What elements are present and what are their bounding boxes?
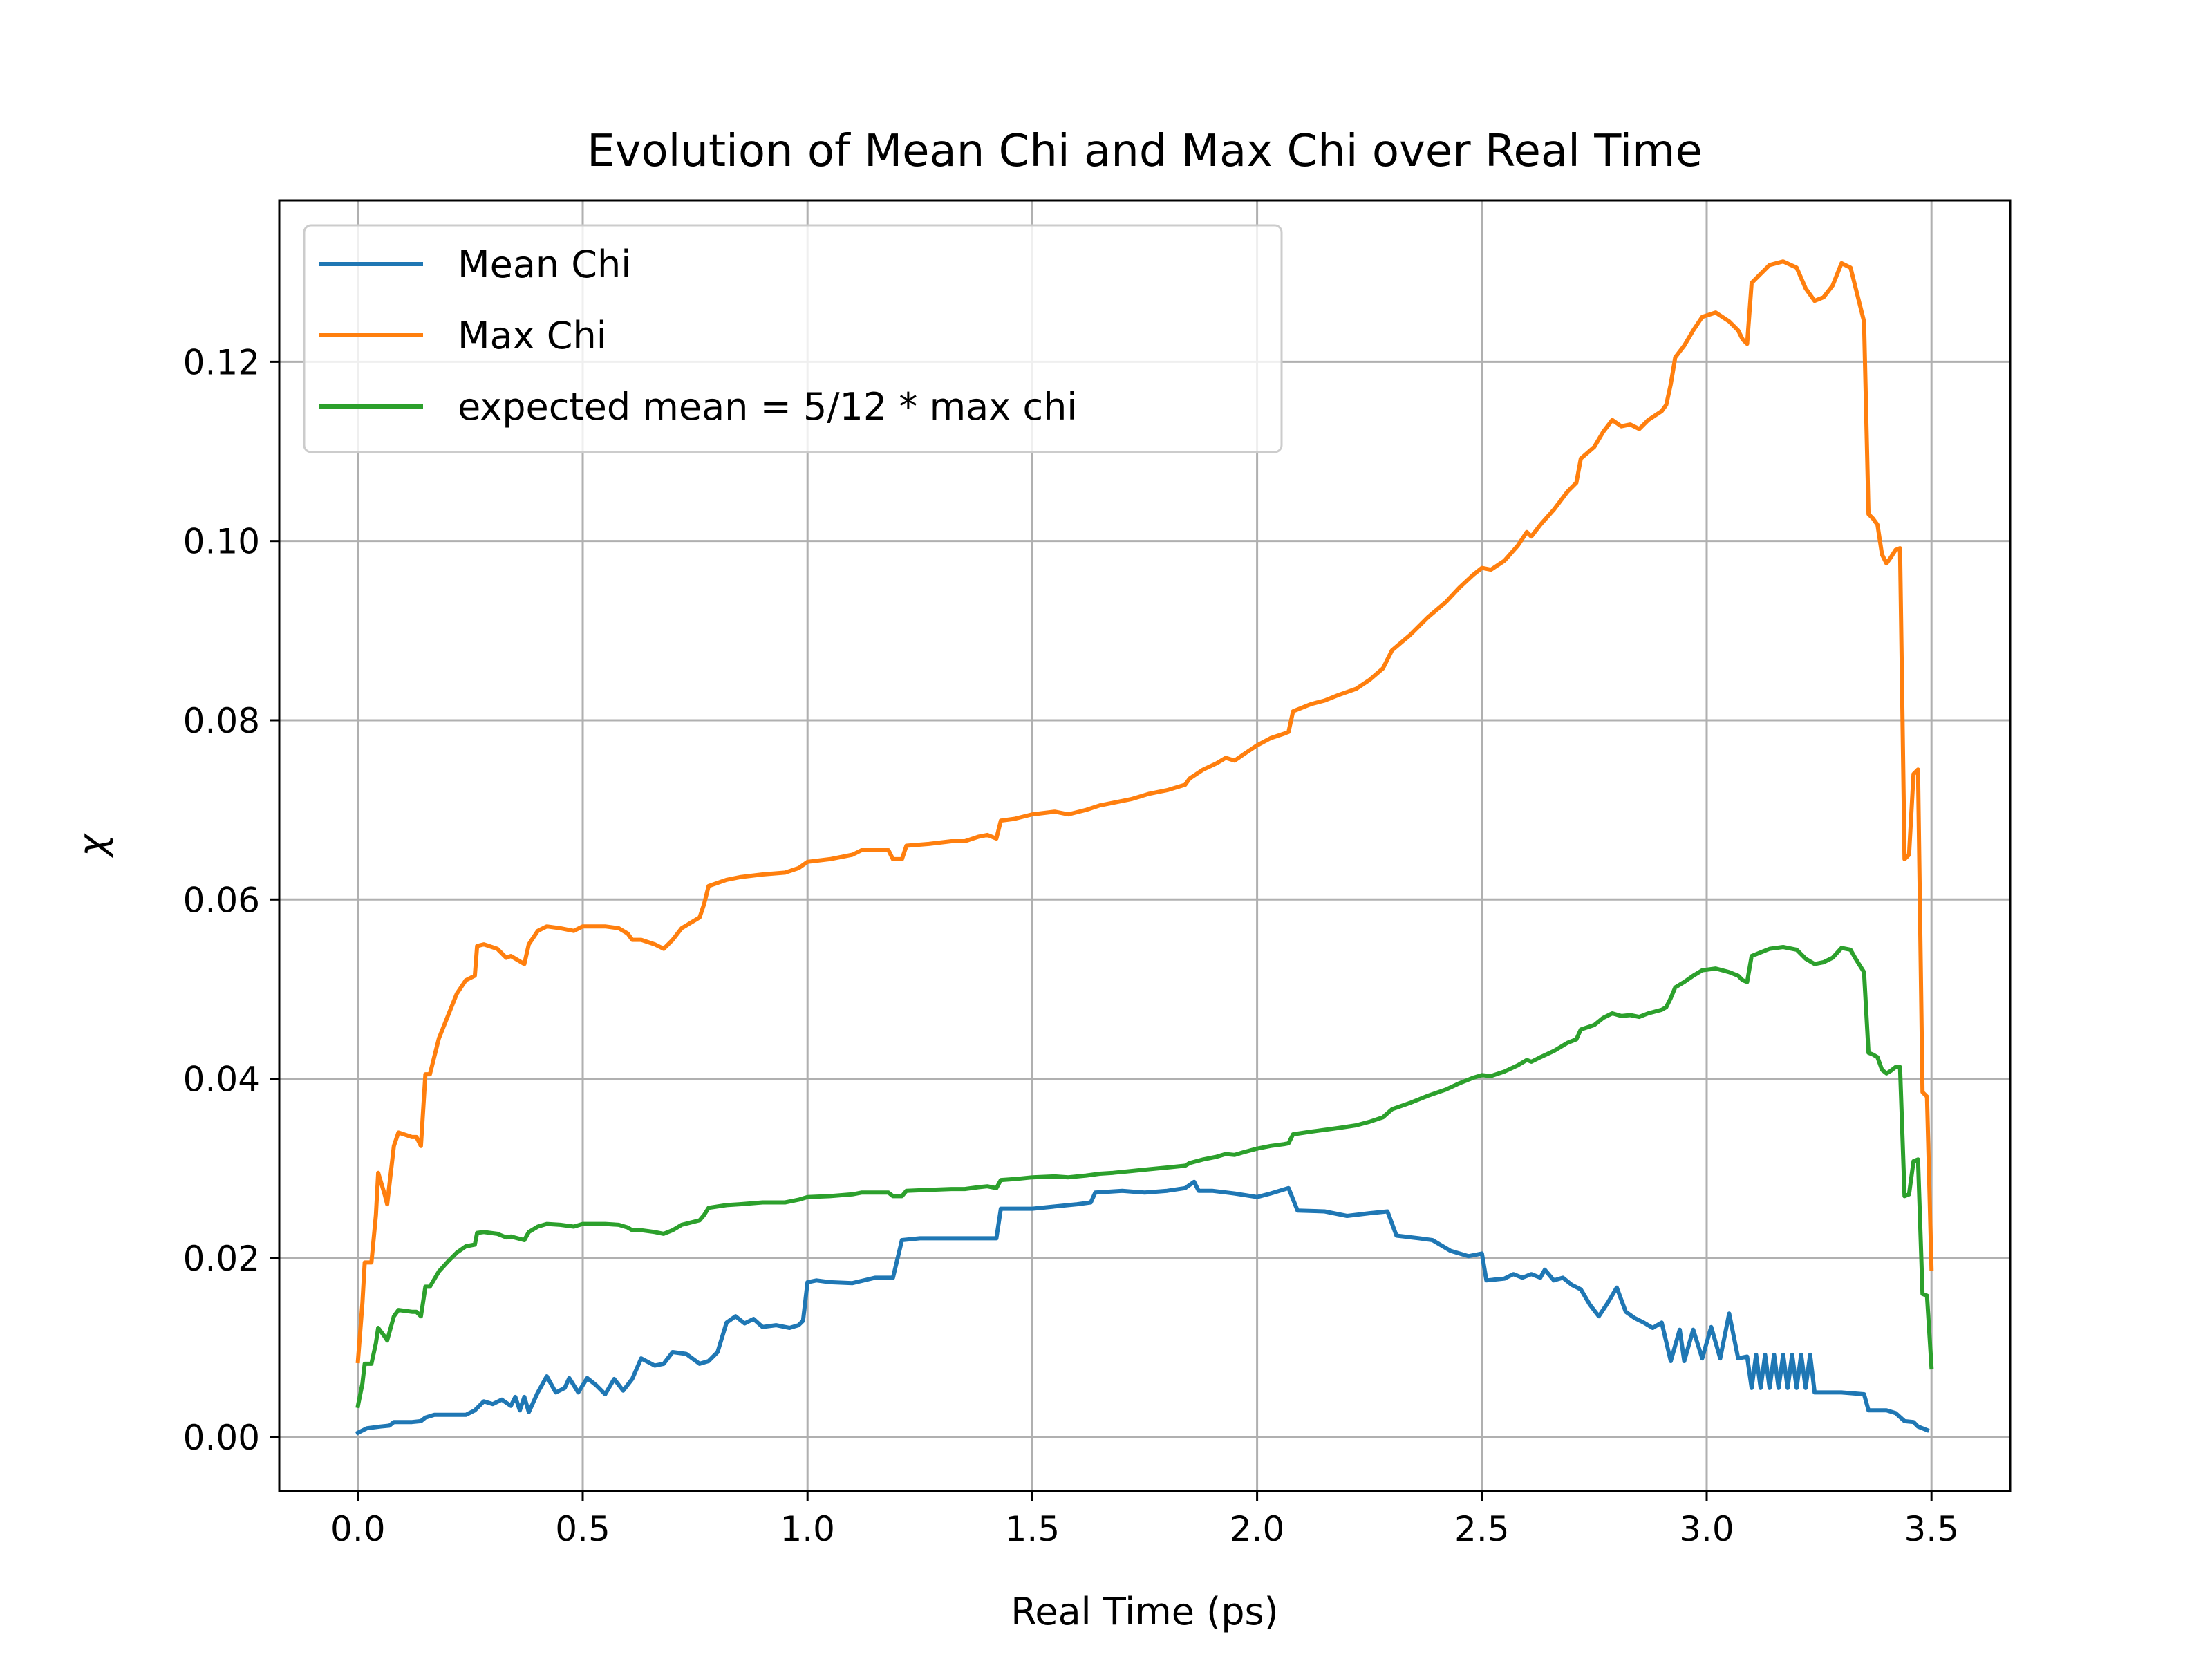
plot-frame: [278, 199, 2012, 1492]
y-axis-label: χ: [71, 833, 114, 859]
x-axis-label: Real Time (ps): [1011, 1590, 1278, 1633]
legend-label-mean-chi: Mean Chi: [458, 243, 631, 286]
x-tick-label: 2.5: [1454, 1509, 1510, 1549]
chart-title: Evolution of Mean Chi and Max Chi over R…: [587, 126, 1703, 177]
x-tick-label: 1.5: [1005, 1509, 1060, 1549]
y-tick-label: 0.08: [183, 701, 260, 741]
legend-label-expected-mean: expected mean = 5/12 * max chi: [458, 385, 1077, 429]
legend-label-max-chi: Max Chi: [458, 314, 607, 357]
x-tick-label: 3.5: [1904, 1509, 1959, 1549]
y-tick-label: 0.02: [183, 1239, 260, 1279]
y-tick-label: 0.10: [183, 522, 260, 562]
x-tick-label: 0.0: [330, 1509, 386, 1549]
x-tick-label: 0.5: [555, 1509, 610, 1549]
y-tick-label: 0.04: [183, 1060, 260, 1100]
y-tick-label: 0.12: [183, 342, 260, 382]
axis-ticks: 0.0 0.5 1.0 1.5 2.0 2.5 3.0 3.5 0.00 0.02 0.04 0.06…: [183, 342, 1959, 1549]
y-tick-label: 0.00: [183, 1418, 260, 1458]
legend: Mean Chi Max Chi expected mean = 5/12 * …: [303, 224, 1283, 453]
max-chi-line: [355, 259, 1934, 1364]
y-tick-label: 0.06: [183, 880, 260, 920]
x-tick-label: 3.0: [1679, 1509, 1734, 1549]
x-tick-label: 2.0: [1230, 1509, 1285, 1549]
x-tick-label: 1.0: [780, 1509, 835, 1549]
expected-mean-line: [355, 945, 1934, 1409]
legend-box: [303, 224, 1283, 453]
mean-chi-line: [355, 1179, 1930, 1436]
series-lines: [355, 259, 1934, 1436]
